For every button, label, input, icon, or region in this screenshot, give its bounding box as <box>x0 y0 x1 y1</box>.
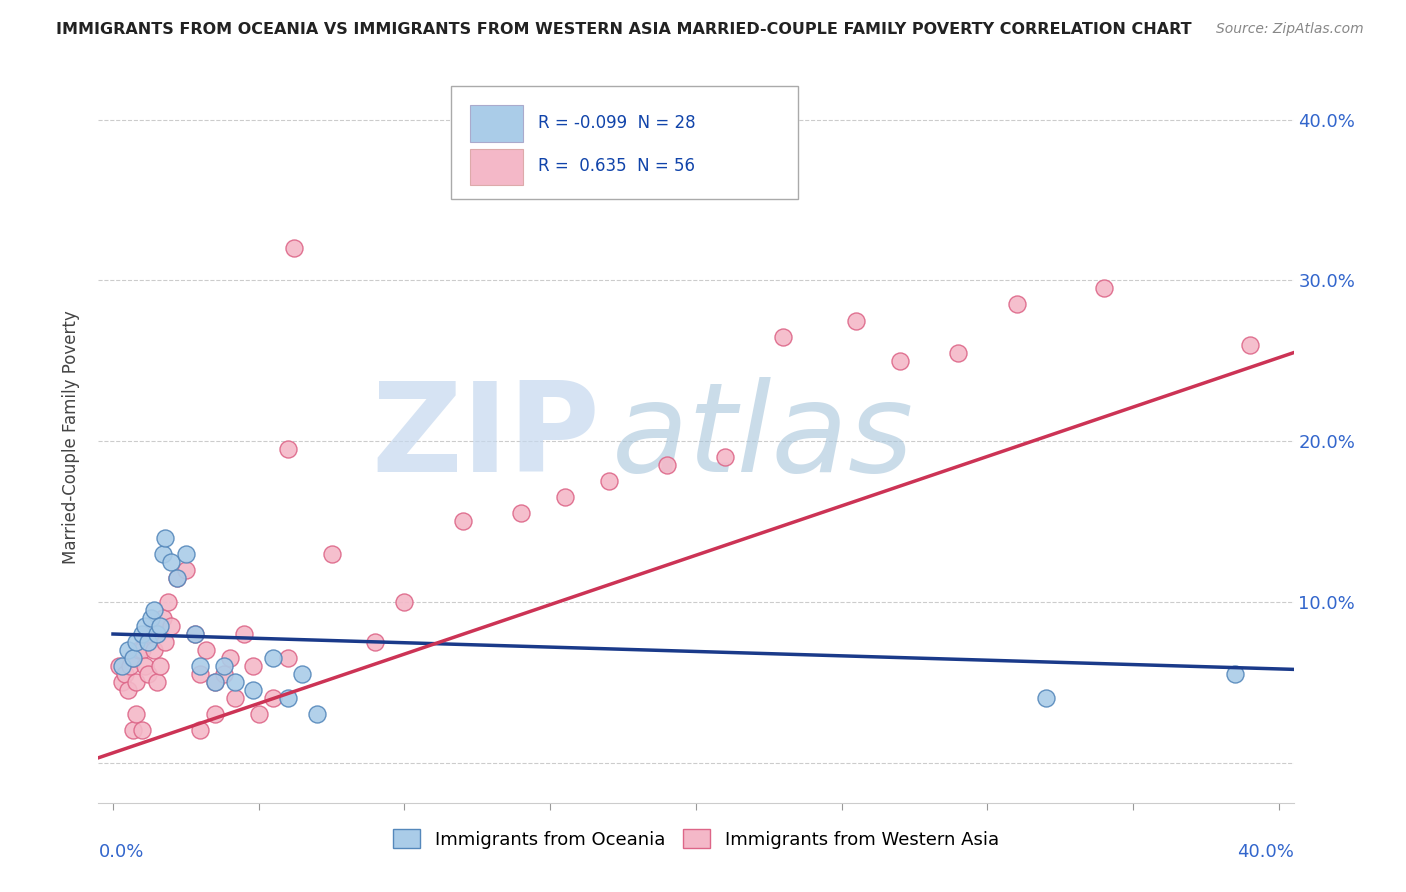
Point <box>277 651 299 665</box>
Point <box>262 651 284 665</box>
FancyBboxPatch shape <box>470 105 523 142</box>
Point <box>655 458 678 473</box>
Point <box>321 547 343 561</box>
Point <box>218 651 240 665</box>
Point <box>291 667 314 681</box>
Point <box>174 547 197 561</box>
Point <box>125 635 148 649</box>
Point <box>136 667 159 681</box>
Point <box>1005 297 1028 311</box>
Point <box>108 659 131 673</box>
Point <box>183 627 205 641</box>
Point <box>204 675 226 690</box>
FancyBboxPatch shape <box>451 86 797 200</box>
Point <box>224 675 246 690</box>
Point <box>157 595 180 609</box>
Point <box>142 603 165 617</box>
Point <box>122 651 145 665</box>
Point <box>142 643 165 657</box>
Point <box>134 619 156 633</box>
Point <box>364 635 387 649</box>
Point <box>128 643 150 657</box>
Point <box>948 345 970 359</box>
Point <box>134 659 156 673</box>
Point <box>283 241 305 255</box>
Point <box>145 627 167 641</box>
Point <box>772 329 794 343</box>
Point <box>174 563 197 577</box>
Point <box>889 353 911 368</box>
Point <box>131 723 153 738</box>
Point <box>212 659 235 673</box>
Point <box>224 691 246 706</box>
Point <box>451 515 474 529</box>
Point <box>149 619 172 633</box>
Point <box>305 707 328 722</box>
Point <box>166 571 188 585</box>
Point <box>111 675 134 690</box>
Point <box>247 707 270 722</box>
Point <box>166 571 188 585</box>
Point <box>183 627 205 641</box>
Point <box>277 691 299 706</box>
Text: atlas: atlas <box>613 376 914 498</box>
Point <box>120 659 142 673</box>
Legend: Immigrants from Oceania, Immigrants from Western Asia: Immigrants from Oceania, Immigrants from… <box>385 822 1007 856</box>
Point <box>510 507 533 521</box>
Point <box>152 547 174 561</box>
Point <box>125 707 148 722</box>
Point <box>122 651 145 665</box>
Point <box>117 643 139 657</box>
Point <box>204 675 226 690</box>
Point <box>190 659 212 673</box>
Point <box>554 491 576 505</box>
Point <box>117 683 139 698</box>
FancyBboxPatch shape <box>470 149 523 186</box>
Text: R =  0.635  N = 56: R = 0.635 N = 56 <box>538 158 695 176</box>
Text: Source: ZipAtlas.com: Source: ZipAtlas.com <box>1216 22 1364 37</box>
Point <box>212 667 235 681</box>
Point <box>160 555 183 569</box>
Point <box>204 707 226 722</box>
Text: IMMIGRANTS FROM OCEANIA VS IMMIGRANTS FROM WESTERN ASIA MARRIED-COUPLE FAMILY PO: IMMIGRANTS FROM OCEANIA VS IMMIGRANTS FR… <box>56 22 1192 37</box>
Point <box>155 635 177 649</box>
Point <box>277 442 299 457</box>
Text: 40.0%: 40.0% <box>1237 843 1294 861</box>
Point <box>233 627 256 641</box>
Point <box>190 667 212 681</box>
Point <box>155 531 177 545</box>
Point <box>195 643 218 657</box>
Point <box>262 691 284 706</box>
Text: R = -0.099  N = 28: R = -0.099 N = 28 <box>538 113 696 131</box>
Point <box>136 635 159 649</box>
Point <box>114 667 136 681</box>
Y-axis label: Married-Couple Family Poverty: Married-Couple Family Poverty <box>62 310 80 564</box>
Point <box>1035 691 1057 706</box>
Point <box>714 450 737 465</box>
Point <box>125 675 148 690</box>
Point <box>139 611 162 625</box>
Point <box>1239 337 1261 351</box>
Point <box>394 595 416 609</box>
Point <box>145 675 167 690</box>
Point <box>149 659 172 673</box>
Text: ZIP: ZIP <box>371 376 600 498</box>
Point <box>152 611 174 625</box>
Point <box>242 683 264 698</box>
Point <box>131 627 153 641</box>
Point <box>131 643 153 657</box>
Point <box>845 313 868 327</box>
Point <box>139 627 162 641</box>
Point <box>160 619 183 633</box>
Text: 0.0%: 0.0% <box>98 843 143 861</box>
Point <box>598 475 620 489</box>
Point <box>190 723 212 738</box>
Point <box>1225 667 1247 681</box>
Point <box>122 723 145 738</box>
Point <box>242 659 264 673</box>
Point <box>111 659 134 673</box>
Point <box>1092 281 1115 295</box>
